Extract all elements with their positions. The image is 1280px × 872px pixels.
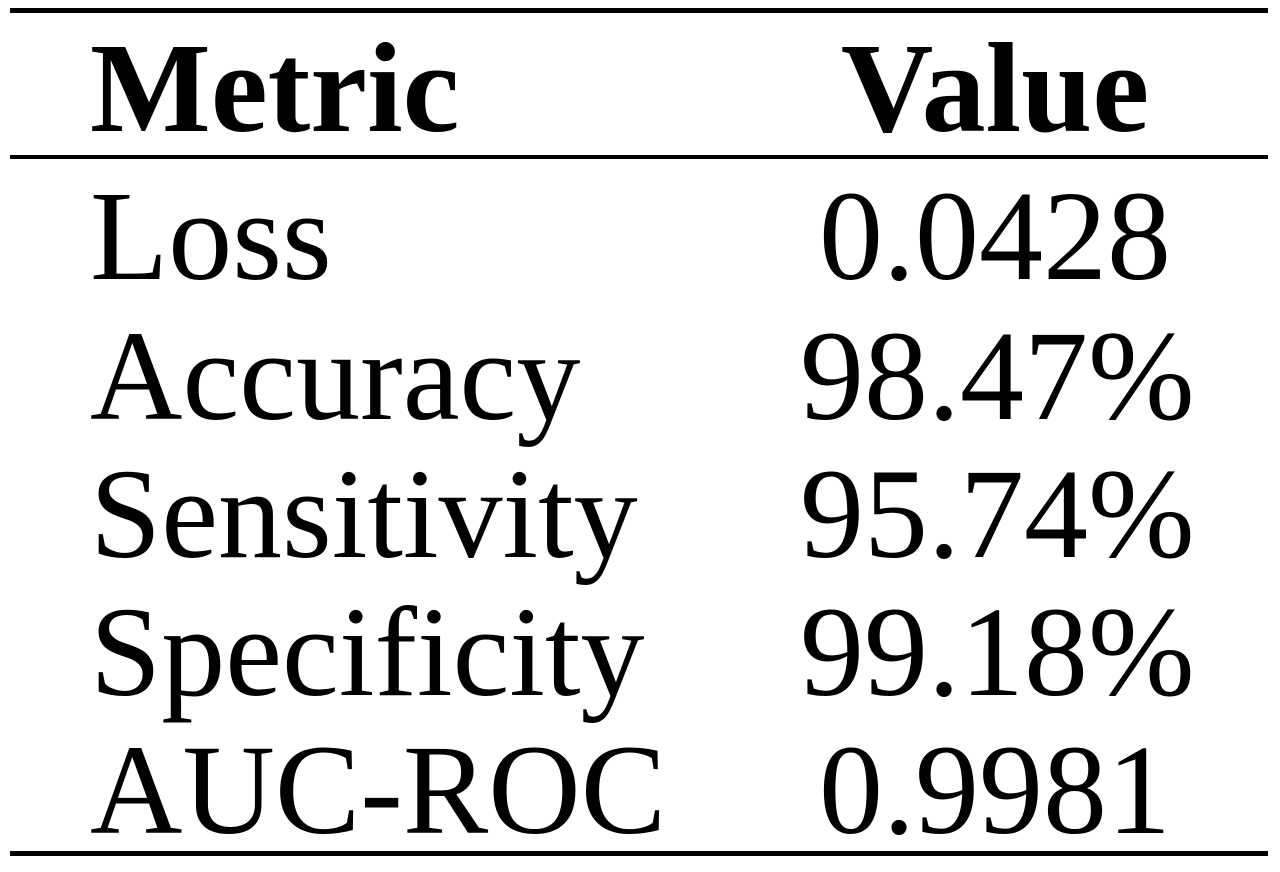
- metric-name-cell: Accuracy: [90, 305, 581, 447]
- metrics-table: Metric Value Loss 0.0428 Accuracy 98.47%…: [10, 8, 1268, 861]
- metric-value-cell: 98.47%: [800, 305, 1195, 447]
- table-header-row: Metric Value: [10, 13, 1268, 159]
- metric-name-cell: Specificity: [90, 581, 645, 723]
- table-row: AUC-ROC 0.9981: [10, 713, 1268, 861]
- metric-column-header: Metric: [90, 17, 460, 159]
- metric-value-cell: 99.18%: [800, 581, 1195, 723]
- table-row: Sensitivity 95.74%: [10, 437, 1268, 585]
- table-row: Specificity 99.18%: [10, 575, 1268, 723]
- value-column-header: Value: [840, 17, 1150, 159]
- table-row: Accuracy 98.47%: [10, 299, 1268, 447]
- metric-value-cell: 0.9981: [819, 719, 1171, 861]
- table-row: Loss 0.0428: [10, 159, 1268, 307]
- metric-value-cell: 95.74%: [800, 443, 1195, 585]
- top-rule: [10, 8, 1268, 13]
- header-rule: [10, 155, 1268, 159]
- metric-value-cell: 0.0428: [819, 165, 1171, 307]
- metric-name-cell: AUC-ROC: [90, 719, 667, 861]
- bottom-rule: [10, 851, 1268, 856]
- metric-name-cell: Loss: [90, 165, 332, 307]
- metric-name-cell: Sensitivity: [90, 443, 638, 585]
